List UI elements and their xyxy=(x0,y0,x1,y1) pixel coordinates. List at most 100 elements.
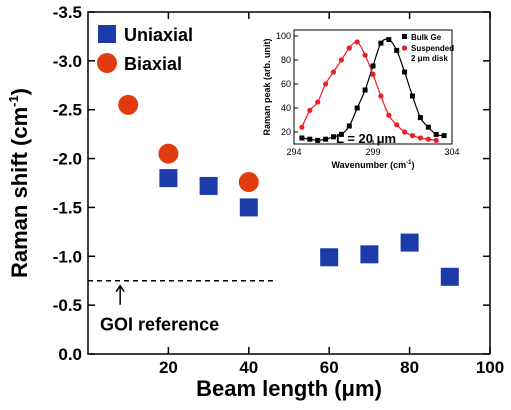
inset-bulk-ge-point xyxy=(417,115,423,121)
inset-suspended-point xyxy=(346,45,352,51)
inset-bulk-ge-point xyxy=(402,69,408,75)
inset-bulk-ge-point xyxy=(441,133,447,139)
main-plot-frame xyxy=(87,11,491,355)
inset-y-tick-label: 20 xyxy=(281,127,291,137)
legend-marker-uniaxial xyxy=(98,25,116,43)
inset-y-tick-label: 100 xyxy=(276,31,291,41)
inset-suspended-point xyxy=(386,112,392,118)
inset-y-tick-label: 60 xyxy=(281,79,291,89)
inset-bulk-ge-point xyxy=(307,136,313,142)
inset-bulk-ge-point xyxy=(331,134,336,140)
inset-suspended-point xyxy=(354,39,360,45)
y-tick-label: -2.5 xyxy=(53,101,82,120)
inset-suspended-point xyxy=(409,133,416,139)
inset-x-axis-label: Wavenumber (cm-1) xyxy=(331,160,414,170)
inset-y-tick-label: 80 xyxy=(281,55,291,65)
inset-bulk-ge-point xyxy=(370,63,376,69)
x-tick-label: 40 xyxy=(239,358,258,377)
inset-bulk-ge-point xyxy=(394,47,400,53)
inset-bulk-ge-point xyxy=(346,123,352,129)
inset-legend-label-bulk-ge: Bulk Ge xyxy=(411,33,442,42)
main-marks xyxy=(118,94,459,286)
goi-reference-label: GOI reference xyxy=(100,315,219,335)
y-axis-label-superscript: -1 xyxy=(6,95,21,107)
goi-reference: GOI reference xyxy=(88,279,273,335)
y-tick-label: -3.0 xyxy=(53,52,82,71)
inset-bulk-ge-point xyxy=(378,40,384,46)
y-tick-label: -0.5 xyxy=(53,296,82,315)
inset-x-tick-label: 304 xyxy=(444,147,459,157)
inset-suspended-point xyxy=(315,99,321,105)
inset-x-tick-label: 299 xyxy=(365,147,380,157)
inset-suspended-point xyxy=(417,135,423,141)
y-axis-label-close: ) xyxy=(7,88,32,95)
uniaxial-point xyxy=(239,198,258,217)
y-axis-label-main: Raman shift (cm xyxy=(7,107,32,278)
inset-suspended-point xyxy=(433,137,439,143)
inset-suspended-point xyxy=(323,81,329,87)
uniaxial-point xyxy=(360,245,379,264)
inset-suspended-point xyxy=(362,52,368,58)
inset-suspended-point xyxy=(330,69,337,75)
inset-legend-label-suspended-line2: 2 μm disk xyxy=(411,54,448,63)
inset-plot: 294 299 304 20 40 60 80 100 Wavenumber (cm-1) R… xyxy=(262,29,460,170)
inset-suspended-point xyxy=(299,124,305,130)
goi-reference-arrow xyxy=(115,284,125,305)
inset-bulk-ge-point xyxy=(362,87,368,93)
y-tick-label: 0.0 xyxy=(58,345,82,364)
biaxial-point xyxy=(158,143,179,164)
inset-x-axis-label-superscript: -1 xyxy=(406,160,412,166)
uniaxial-point xyxy=(320,248,339,267)
biaxial-point xyxy=(238,172,259,193)
inset-y-tick-label: 40 xyxy=(281,103,291,113)
inset-bulk-ge-point xyxy=(338,131,344,137)
main-plot: 20 40 60 80 100 0.0 -0.5 -1.0 -1.5 -2.0 -2.5 -3.0 -3… xyxy=(6,3,504,401)
inset-suspended-point xyxy=(394,122,400,128)
inset-legend-label-suspended-line1: Suspended xyxy=(411,44,454,53)
y-tick-label: -1.0 xyxy=(53,247,82,266)
x-tick-label: 60 xyxy=(320,358,339,377)
inset-bulk-ge-point xyxy=(425,124,431,130)
y-tick-label: -3.5 xyxy=(53,3,82,22)
x-axis-label: Beam length (μm) xyxy=(196,376,382,401)
legend-marker-biaxial xyxy=(97,53,117,73)
inset-axes: 294 299 304 20 40 60 80 100 xyxy=(276,31,460,157)
inset-suspended-point xyxy=(307,107,313,113)
inset-x-axis-label-main: Wavenumber (cm xyxy=(331,160,406,170)
inset-annotation: L = 20 μm xyxy=(336,131,396,146)
inset-y-axis-label: Raman peak (arb. unit) xyxy=(262,38,272,135)
inset-bulk-ge-point xyxy=(315,137,321,143)
inset-suspended-point xyxy=(370,71,376,77)
x-tick-label: 100 xyxy=(476,358,504,377)
inset-legend-marker-suspended xyxy=(401,45,408,51)
inset-bulk-ge-point xyxy=(354,105,360,111)
inset-suspended-point xyxy=(338,57,344,63)
inset-x-tick-label: 294 xyxy=(286,147,301,157)
inset-suspended-point xyxy=(402,129,408,135)
inset-bulk-ge-point xyxy=(410,93,415,99)
inset-legend-marker-bulk-ge xyxy=(402,34,407,39)
uniaxial-point xyxy=(400,233,419,252)
inset-suspended-point xyxy=(378,93,384,99)
main-legend: Uniaxial Biaxial xyxy=(97,25,193,74)
legend-label-uniaxial: Uniaxial xyxy=(124,25,193,45)
uniaxial-point xyxy=(440,267,459,286)
y-axis-label: Raman shift (cm-1) xyxy=(6,88,32,278)
inset-bulk-ge-point xyxy=(433,131,439,137)
main-axes: 20 40 60 80 100 0.0 -0.5 -1.0 -1.5 -2.0 -2.5 -3.0 -3… xyxy=(53,3,504,377)
inset-suspended-point xyxy=(425,136,431,142)
y-tick-label: -2.0 xyxy=(53,150,82,169)
legend-label-biaxial: Biaxial xyxy=(124,54,182,74)
uniaxial-point xyxy=(159,169,178,188)
inset-x-axis-label-close: ) xyxy=(412,160,415,170)
inset-legend: Bulk Ge Suspended 2 μm disk xyxy=(401,33,454,63)
inset-marks xyxy=(299,37,447,143)
biaxial-point xyxy=(118,94,139,115)
inset-bulk-ge-point xyxy=(299,135,305,141)
inset-bulk-ge-point xyxy=(386,37,392,43)
uniaxial-point xyxy=(199,176,218,195)
inset-bulk-ge-point xyxy=(323,136,329,142)
x-tick-label: 20 xyxy=(159,358,178,377)
